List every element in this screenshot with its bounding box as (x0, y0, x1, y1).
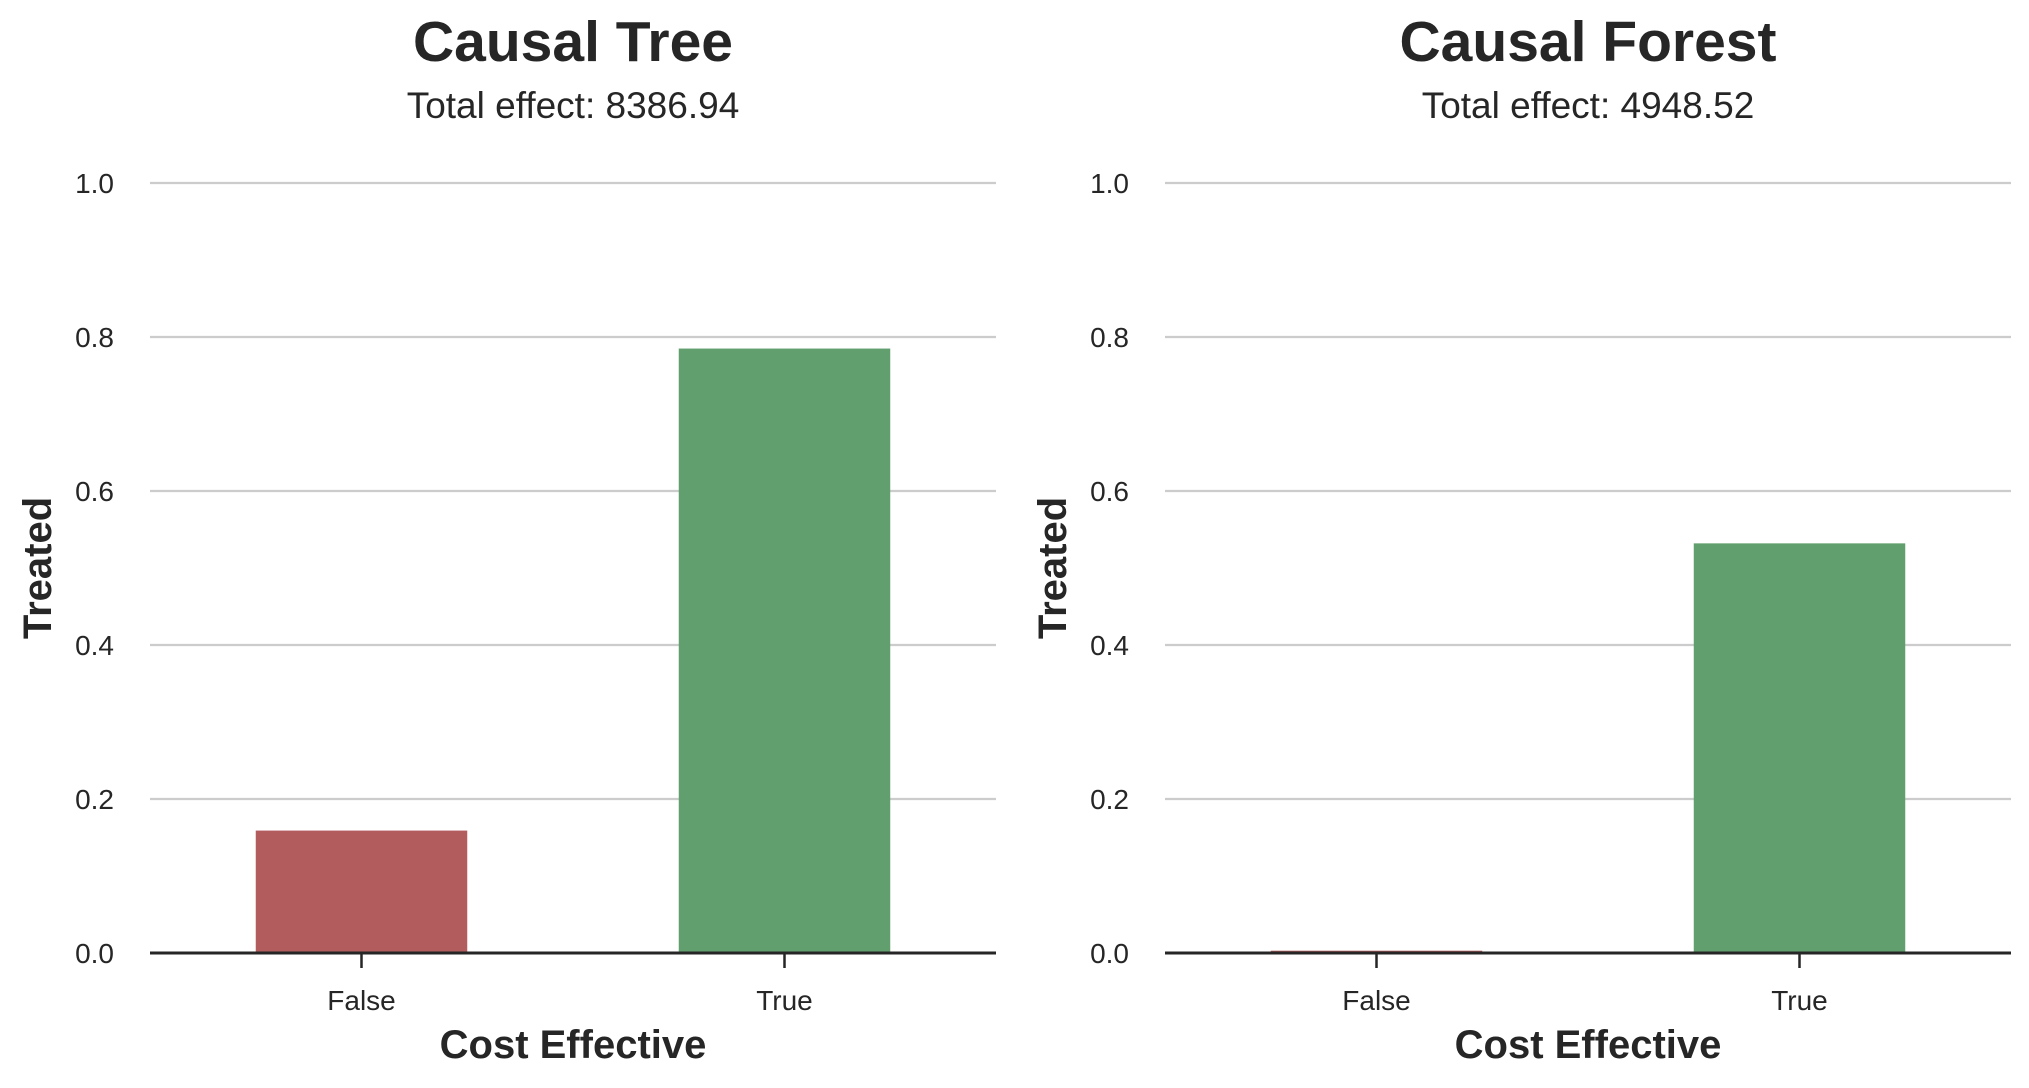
y-axis-label: Treated (16, 497, 60, 639)
x-tick-label: True (756, 985, 813, 1016)
y-tick-label: 1.0 (75, 168, 114, 199)
bars (1165, 543, 2011, 955)
y-tick-label: 0.8 (75, 322, 114, 353)
tick-labels: 0.0 0.2 0.4 0.6 0.8 1.0 False True (1090, 168, 1828, 1016)
bar-false (255, 830, 468, 953)
y-tick-label: 0.6 (1090, 476, 1129, 507)
y-tick-label: 0.0 (75, 938, 114, 969)
chart-subtitle: Total effect: 8386.94 (407, 85, 740, 126)
x-axis-label: Cost Effective (1455, 1023, 1722, 1067)
y-tick-label: 0.6 (75, 476, 114, 507)
y-tick-label: 0.2 (1090, 784, 1129, 815)
bars (150, 348, 996, 955)
y-tick-label: 0.8 (1090, 322, 1129, 353)
y-tick-label: 0.4 (75, 630, 114, 661)
y-tick-label: 0.4 (1090, 630, 1129, 661)
chart-title: Causal Tree (413, 10, 733, 74)
x-tick-label: False (327, 985, 395, 1016)
chart-title: Causal Forest (1400, 10, 1777, 74)
x-tick-label: True (1771, 985, 1828, 1016)
chart-subtitle: Total effect: 4948.52 (1422, 85, 1755, 126)
x-axis-label: Cost Effective (440, 1023, 707, 1067)
y-tick-label: 1.0 (1090, 168, 1129, 199)
y-axis-label: Treated (1031, 497, 1075, 639)
y-tick-label: 0.2 (75, 784, 114, 815)
causal-tree-panel: Causal Tree Total effect: 8386.94 Cost E… (16, 10, 996, 1067)
bar-true (1693, 543, 1906, 953)
tick-labels: 0.0 0.2 0.4 0.6 0.8 1.0 False True (75, 168, 813, 1016)
causal-forest-panel: Causal Forest Total effect: 4948.52 Cost… (1031, 10, 2011, 1067)
x-tick-label: False (1342, 985, 1410, 1016)
bar-true (678, 348, 891, 953)
y-tick-label: 0.0 (1090, 938, 1129, 969)
